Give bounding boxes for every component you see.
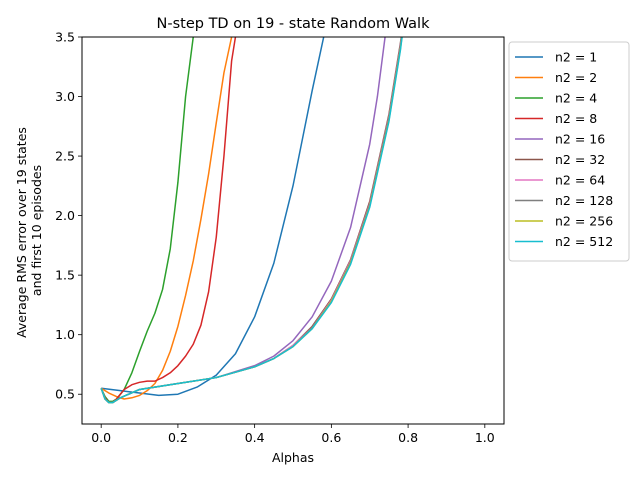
series-line-n2-4 (100, 37, 195, 403)
x-axis-title: Alphas (272, 450, 314, 465)
y-tick-label: 3.5 (55, 30, 75, 45)
legend-label: n2 = 1 (555, 50, 597, 65)
legend-label: n2 = 4 (555, 91, 597, 106)
chart-title: N-step TD on 19 - state Random Walk (157, 16, 431, 32)
y-tick-label: 1.5 (55, 268, 75, 283)
x-tick-label: 0.6 (321, 430, 341, 445)
x-tick-label: 0.2 (168, 430, 188, 445)
y-tick-label: 3.0 (55, 89, 75, 104)
y-tick-label: 2.0 (55, 208, 75, 223)
y-axis-title-line-2: and first 10 episodes (29, 165, 44, 296)
legend: n2 = 1 n2 = 2 n2 = 4 n2 = 8 n2 = 16 n2 = 32 n2… (508, 41, 630, 262)
y-tick-label: 1.0 (55, 327, 75, 342)
plot-frame (81, 36, 505, 425)
y-axis-title: Average RMS error over 19 states and fir… (14, 123, 44, 338)
x-axis: 0.0 0.2 0.4 0.6 0.8 1.0 (91, 424, 495, 445)
legend-label: n2 = 2 (555, 70, 597, 85)
legend-frame (508, 41, 630, 262)
legend-label: n2 = 32 (555, 152, 605, 167)
legend-label: n2 = 256 (555, 214, 613, 229)
series-line-n2-512 (100, 37, 403, 404)
series-line-n2-2 (100, 37, 233, 400)
legend-label: n2 = 512 (555, 234, 613, 249)
x-tick-label: 0.4 (245, 430, 265, 445)
x-tick-label: 0.8 (398, 430, 418, 445)
legend-label: n2 = 16 (555, 132, 605, 147)
legend-label: n2 = 8 (555, 111, 597, 126)
y-axis-title-line-1: Average RMS error over 19 states (14, 127, 29, 338)
y-axis: 0.5 1.0 1.5 2.0 2.5 3.0 3.5 (55, 30, 82, 402)
legend-label: n2 = 128 (555, 193, 613, 208)
y-tick-label: 2.5 (55, 149, 75, 164)
x-tick-label: 1.0 (475, 430, 495, 445)
x-tick-label: 0.0 (91, 430, 111, 445)
series-layer (100, 37, 403, 404)
y-tick-label: 0.5 (55, 387, 75, 402)
legend-label: n2 = 64 (555, 173, 605, 188)
